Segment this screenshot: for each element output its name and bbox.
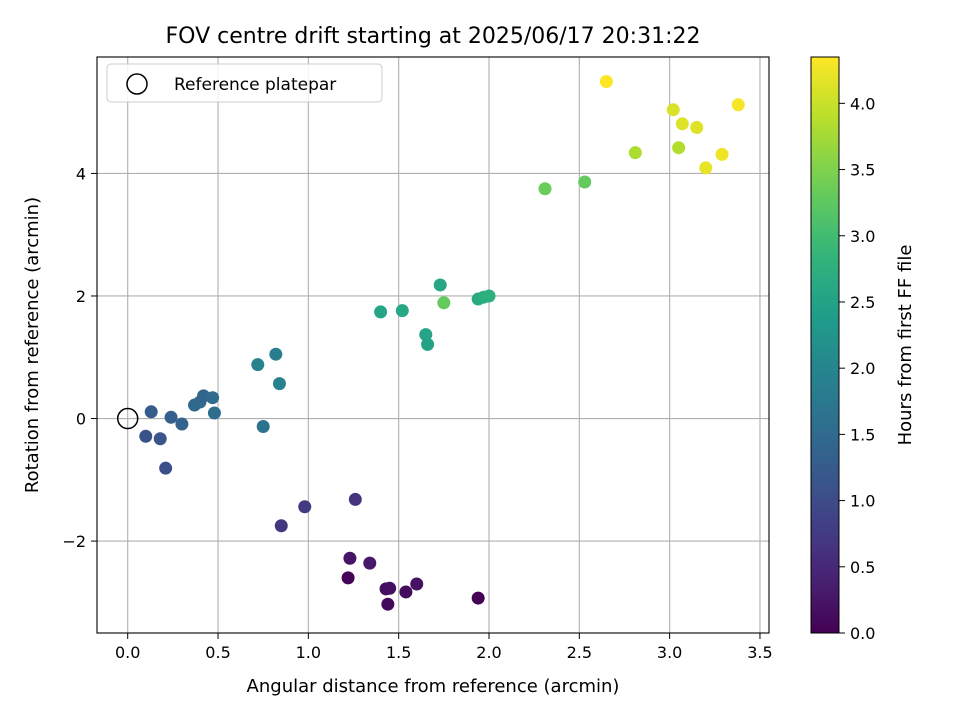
- data-point: [348, 492, 362, 506]
- y-axis-ticks: −2 0 2 4: [62, 164, 97, 551]
- x-tick-label: 3.5: [747, 643, 772, 662]
- data-point: [410, 577, 424, 591]
- data-point: [343, 551, 357, 565]
- x-tick-label: 0.0: [115, 643, 140, 662]
- data-point: [274, 519, 288, 533]
- data-point: [399, 585, 413, 599]
- x-tick-label: 3.0: [657, 643, 682, 662]
- data-point: [690, 120, 704, 134]
- data-point: [419, 328, 433, 342]
- data-point: [251, 358, 265, 372]
- reference-marker: [116, 407, 139, 430]
- data-point: [395, 304, 409, 318]
- data-point: [715, 147, 729, 161]
- data-point: [471, 591, 485, 605]
- data-point: [675, 117, 689, 131]
- data-point: [672, 141, 686, 155]
- colorbar: 0.0 0.5 1.0 1.5 2.0 2.5 3.0 3.5 4.0 Hours from f…: [810, 56, 916, 643]
- data-point: [538, 182, 552, 196]
- data-point: [666, 103, 680, 117]
- data-point: [628, 146, 642, 160]
- colorbar-tick-label: 2.5: [850, 293, 875, 312]
- y-tick-label: 4: [76, 164, 86, 183]
- data-point: [731, 98, 745, 112]
- data-point: [578, 175, 592, 189]
- colorbar-tick-label: 1.0: [850, 492, 875, 511]
- colorbar-ticks: 0.0 0.5 1.0 1.5 2.0 2.5 3.0 3.5 4.0: [839, 94, 875, 643]
- x-tick-label: 0.5: [205, 643, 230, 662]
- colorbar-tick-label: 1.5: [850, 425, 875, 444]
- data-point: [139, 429, 153, 443]
- x-axis-ticks: 0.0 0.5 1.0 1.5 2.0 2.5 3.0 3.5: [115, 633, 773, 662]
- colorbar-label: Hours from first FF file: [895, 245, 916, 446]
- colorbar-tick-label: 3.5: [850, 161, 875, 180]
- data-point: [159, 461, 173, 475]
- x-tick-label: 1.0: [296, 643, 321, 662]
- chart-title: FOV centre drift starting at 2025/06/17 …: [166, 24, 701, 49]
- data-point: [421, 337, 435, 351]
- colorbar-tick-label: 4.0: [850, 94, 875, 113]
- data-point: [256, 419, 270, 433]
- data-point: [341, 571, 355, 585]
- data-point: [482, 289, 496, 303]
- legend-marker-icon: [126, 73, 148, 95]
- data-point: [175, 417, 189, 431]
- data-point: [363, 556, 377, 570]
- legend-label: Reference platepar: [174, 75, 336, 95]
- grid-lines: [97, 57, 769, 633]
- y-tick-label: 0: [76, 410, 86, 429]
- data-point: [269, 347, 283, 361]
- x-tick-label: 2.0: [476, 643, 501, 662]
- data-point: [144, 405, 158, 419]
- data-point: [207, 406, 221, 420]
- scatter-points: [139, 75, 745, 611]
- plot-frame: [96, 56, 770, 634]
- data-point: [381, 597, 395, 611]
- y-axis-label: Rotation from reference (arcmin): [22, 197, 43, 493]
- data-point: [272, 377, 286, 391]
- colorbar-tick-label: 3.0: [850, 227, 875, 246]
- legend-box: [106, 63, 383, 103]
- data-point: [298, 500, 312, 514]
- colorbar-tick-label: 2.0: [850, 359, 875, 378]
- y-tick-label: 2: [76, 287, 86, 306]
- data-point: [153, 432, 167, 446]
- colorbar-tick-label: 0.5: [850, 558, 875, 577]
- colorbar-tick-label: 0.0: [850, 624, 875, 643]
- data-point: [164, 410, 178, 424]
- data-point: [374, 305, 388, 319]
- data-point: [437, 296, 451, 310]
- data-point: [699, 161, 713, 175]
- colorbar-gradient: [810, 56, 840, 634]
- data-point: [433, 278, 447, 292]
- data-point: [599, 75, 613, 89]
- reference-layer: [116, 407, 139, 430]
- data-point: [206, 391, 220, 405]
- legend: Reference platepar: [106, 63, 383, 103]
- y-tick-label: −2: [62, 532, 86, 551]
- x-axis-label: Angular distance from reference (arcmin): [247, 676, 620, 697]
- data-point: [383, 581, 397, 595]
- x-tick-label: 1.5: [386, 643, 411, 662]
- x-tick-label: 2.5: [567, 643, 592, 662]
